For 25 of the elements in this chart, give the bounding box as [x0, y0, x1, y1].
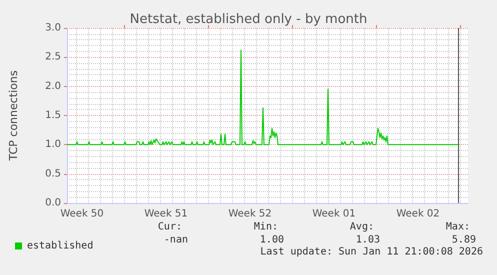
- y-tick-label: 2.5: [45, 52, 61, 63]
- text: 5.89: [452, 234, 476, 246]
- x-tick-label: Week 50: [60, 208, 104, 220]
- text: -nan: [164, 234, 188, 246]
- legend-label: established: [27, 240, 94, 252]
- y-tick-label: 0.0: [45, 198, 61, 208]
- x-tick-label: Week 52: [228, 208, 272, 220]
- line-series: [66, 50, 459, 146]
- chart-title: Netstat, established only - by month: [130, 12, 368, 27]
- text: 1.00: [260, 234, 284, 246]
- y-tick-label: 2.0: [45, 80, 61, 92]
- y-tick-label: 1.5: [45, 110, 61, 121]
- x-tick-label: Week 51: [144, 208, 188, 220]
- y-axis-title: TCP connections: [7, 70, 20, 162]
- y-tick-label: 1.0: [45, 139, 61, 150]
- y-tick-label: 3.0: [45, 22, 61, 34]
- x-tick-label: Week 02: [396, 208, 440, 220]
- text: Max:: [446, 222, 470, 232]
- x-tick-label: Week 01: [312, 208, 356, 220]
- text: Min:: [254, 222, 278, 232]
- text: Avg:: [350, 222, 374, 232]
- text: Last update: Sun Jan 11 21:00:08 2026: [260, 246, 483, 258]
- y-tick-label: 0.5: [45, 168, 61, 180]
- text: 1.03: [356, 234, 380, 246]
- text: Cur:: [158, 222, 182, 232]
